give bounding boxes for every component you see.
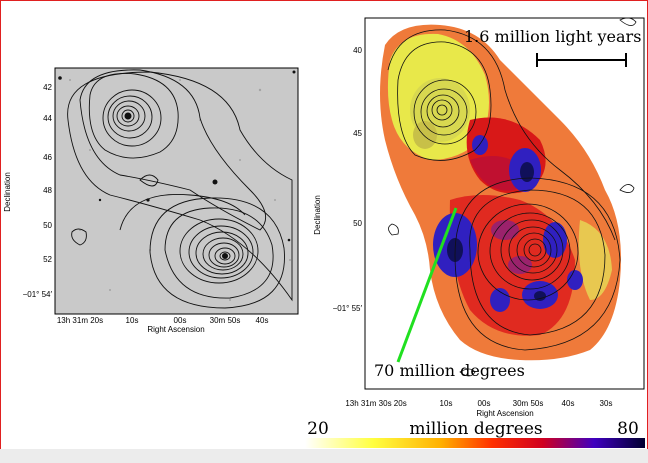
optical-panel: 42 44 46 48 50 52 −01° 54′ Declination 1…: [3, 67, 299, 334]
colorbar-title: million degrees: [409, 419, 542, 439]
colorbar: 20 million degrees 80: [305, 419, 645, 448]
right-xtick: 40s: [562, 399, 575, 408]
scale-bar: [536, 53, 627, 67]
colorbar-max-label: 80: [617, 419, 639, 439]
annotation-pointer: [396, 207, 458, 363]
right-xtick: 30s: [600, 399, 613, 408]
right-y-axis-label: Declination: [313, 195, 322, 235]
left-ytick: 52: [43, 255, 52, 264]
bottom-strip: [0, 449, 648, 463]
left-ytick: 44: [43, 114, 52, 123]
right-x-axis-label: Right Ascension: [476, 409, 533, 418]
annotation-label: 70 million degrees: [374, 361, 525, 380]
left-xtick: 00s: [174, 316, 187, 325]
left-xtick: 10s: [126, 316, 139, 325]
left-ytick: 42: [43, 83, 52, 92]
right-ytick: −01° 55′: [333, 304, 363, 313]
right-ytick: 45: [353, 129, 362, 138]
colorbar-min-label: 20: [307, 419, 329, 439]
right-ytick: 40: [353, 46, 362, 55]
left-x-axis-label: Right Ascension: [147, 325, 204, 334]
scale-label: 1.6 million light years: [464, 27, 641, 46]
left-xtick: 13h 31m 20s: [57, 316, 103, 325]
right-xtick: 10s: [440, 399, 453, 408]
left-ytick: 50: [43, 221, 52, 230]
temperature-panel: 1.6 million light years 70 million degre…: [313, 17, 645, 418]
right-xtick: 30m 50s: [513, 399, 544, 408]
right-xtick: 13h 31m 30s 20s: [345, 399, 406, 408]
left-xtick: 40s: [256, 316, 269, 325]
left-ytick: 48: [43, 186, 52, 195]
right-ytick: 50: [353, 219, 362, 228]
left-xtick: 30m 50s: [210, 316, 241, 325]
left-ytick: 46: [43, 153, 52, 162]
left-ytick: −01° 54′: [23, 290, 53, 299]
right-xtick: 00s: [478, 399, 491, 408]
left-y-axis-label: Declination: [3, 172, 12, 212]
